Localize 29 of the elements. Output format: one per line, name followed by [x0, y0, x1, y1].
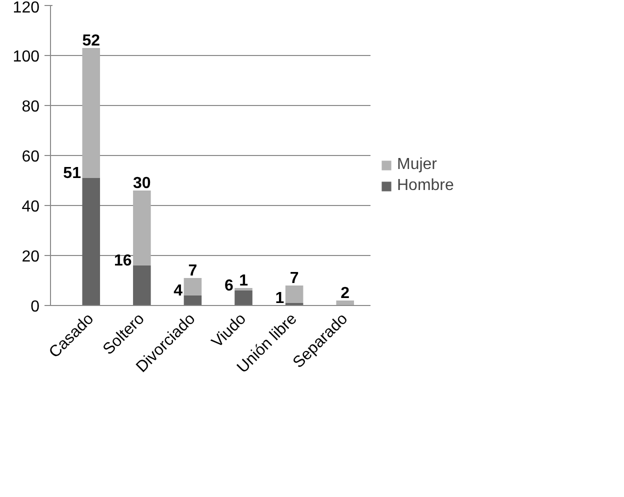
bar	[336, 300, 354, 306]
bar	[133, 266, 151, 306]
bar	[82, 48, 100, 178]
bar	[285, 286, 304, 303]
data-label: 6	[224, 278, 234, 294]
data-label: 1	[239, 272, 248, 290]
bar	[184, 278, 202, 296]
data-label: 51	[63, 165, 82, 182]
data-label: 16	[114, 252, 132, 270]
y-tick-label: 80	[22, 98, 40, 116]
bar	[184, 296, 202, 306]
y-tick-label: 20	[22, 248, 40, 266]
data-label: 7	[290, 270, 299, 287]
data-label: 1	[275, 290, 284, 307]
y-tick-label: 0	[30, 298, 40, 316]
data-label: 30	[133, 175, 151, 192]
data-label: 52	[82, 32, 100, 50]
data-label: 2	[340, 285, 350, 302]
y-tick-label: 120	[12, 0, 40, 16]
data-label: 4	[174, 282, 183, 300]
data-label: 7	[188, 262, 198, 280]
y-tick-label: 40	[22, 198, 40, 216]
legend-label: Hombre	[397, 177, 454, 195]
legend-label: Mujer	[397, 156, 438, 174]
bar	[82, 178, 100, 306]
bar	[133, 190, 151, 266]
bar	[234, 290, 252, 306]
y-tick-label: 100	[12, 48, 40, 66]
y-tick-label: 60	[22, 148, 40, 166]
